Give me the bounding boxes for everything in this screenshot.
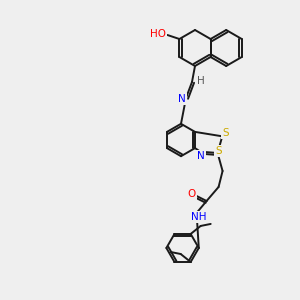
Text: N: N [178,94,186,104]
Text: NH: NH [191,212,206,222]
Text: S: S [222,128,229,138]
Text: HO: HO [150,29,167,39]
Text: H: H [197,76,205,86]
Text: O: O [188,189,196,199]
Text: N: N [197,151,205,161]
Text: S: S [215,146,222,156]
